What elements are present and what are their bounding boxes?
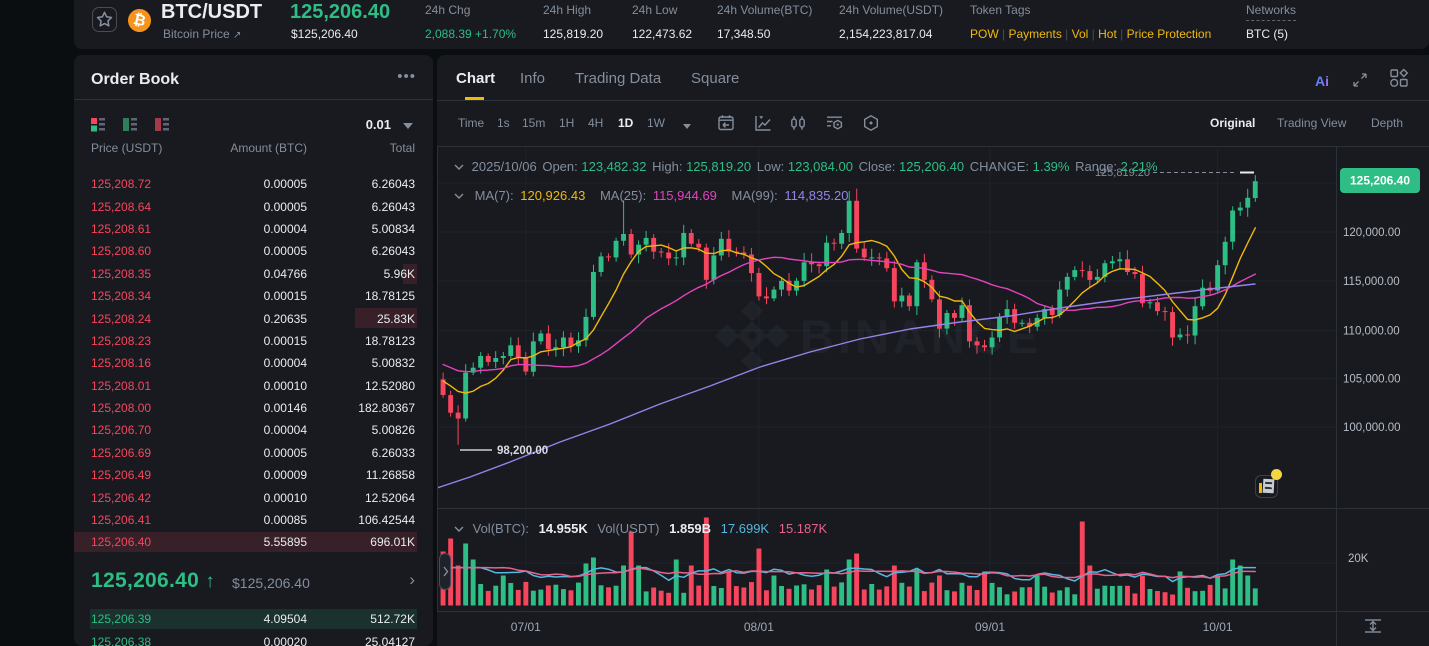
svg-text:115,000.00: 115,000.00 [1343,276,1400,288]
svg-text:BINANCE: BINANCE [800,310,1042,363]
svg-text:105,000.00: 105,000.00 [1343,374,1401,386]
svg-text:100,000.00: 100,000.00 [1343,422,1401,434]
svg-text:98,200.00: 98,200.00 [497,445,548,457]
svg-text:125,206.40: 125,206.40 [1350,174,1410,188]
svg-text:07/01: 07/01 [511,620,541,634]
svg-text:08/01: 08/01 [744,620,774,634]
svg-text:10/01: 10/01 [1203,620,1233,634]
svg-text:110,000.00: 110,000.00 [1343,326,1400,338]
svg-text:20K: 20K [1348,553,1369,565]
svg-text:09/01: 09/01 [975,620,1005,634]
svg-text:120,000.00: 120,000.00 [1343,227,1401,239]
svg-text:125,819.20: 125,819.20 [1095,167,1150,179]
